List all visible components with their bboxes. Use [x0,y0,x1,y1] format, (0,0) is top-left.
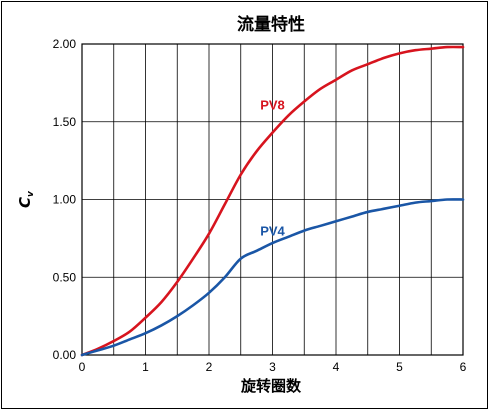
x-tick-label: 4 [333,360,340,374]
y-tick-label: 1.00 [53,193,77,207]
series-label-pv8: PV8 [260,97,285,112]
series-labels: PV8 PV4 [260,97,285,238]
y-axis-label: Cv [16,190,36,208]
y-tick-label: 0.00 [53,348,77,362]
series-lines [80,45,465,357]
y-tick-label: 0.50 [53,270,77,284]
x-tick-label: 0 [79,360,86,374]
series-line-pv4 [80,198,465,357]
x-tick-label: 1 [142,360,149,374]
y-axis-label-subscript: v [26,190,36,197]
x-tick-label: 6 [460,360,467,374]
chart-title: 流量特性 [237,14,305,35]
x-tick-label: 3 [269,360,276,374]
y-tick-label: 1.50 [53,115,77,129]
series-label-pv4: PV4 [260,223,285,238]
axis-ticks: 0 1 2 3 4 5 6 0.00 0.50 1.00 1.50 2.00 [53,37,467,374]
x-tick-label: 5 [396,360,403,374]
x-tick-label: 2 [206,360,213,374]
y-tick-label: 2.00 [53,37,77,51]
y-axis-label-main: C [16,197,34,208]
x-axis-label: 旋转圈数 [240,377,302,395]
grid-lines [82,44,463,355]
series-line-pv8 [80,45,465,357]
